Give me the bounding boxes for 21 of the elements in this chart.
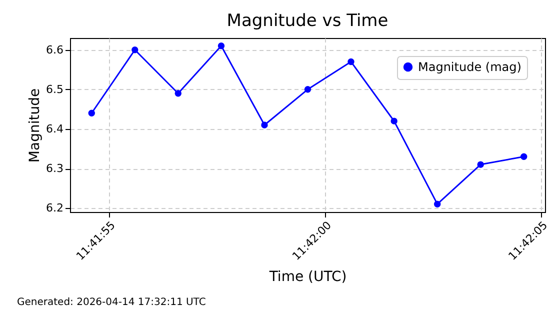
y-tick-label: 6.5: [46, 82, 64, 96]
y-tick-label: 6.3: [46, 162, 64, 175]
point: [88, 110, 95, 116]
point: [304, 86, 312, 93]
point: [218, 42, 225, 50]
point: [348, 58, 354, 66]
point: [477, 161, 484, 168]
point: [132, 46, 138, 54]
x-axis-title: Time (UTC): [268, 269, 347, 286]
point: [520, 153, 528, 160]
point: [261, 122, 268, 128]
chart-title: Magnitude vs Time: [226, 11, 388, 31]
point: [174, 90, 182, 97]
y-tick-label: 6.2: [46, 202, 64, 215]
y-axis-title: Magnitude: [27, 88, 44, 163]
point: [390, 118, 398, 124]
y-tick-label: 6.4: [46, 122, 64, 136]
text: Generated: 2026-04-14 17:32:11 UTC: [17, 297, 206, 308]
point: [434, 200, 441, 208]
legend-label: Magnitude (mag): [418, 60, 522, 74]
y-tick-label: 6.6: [46, 43, 64, 56]
